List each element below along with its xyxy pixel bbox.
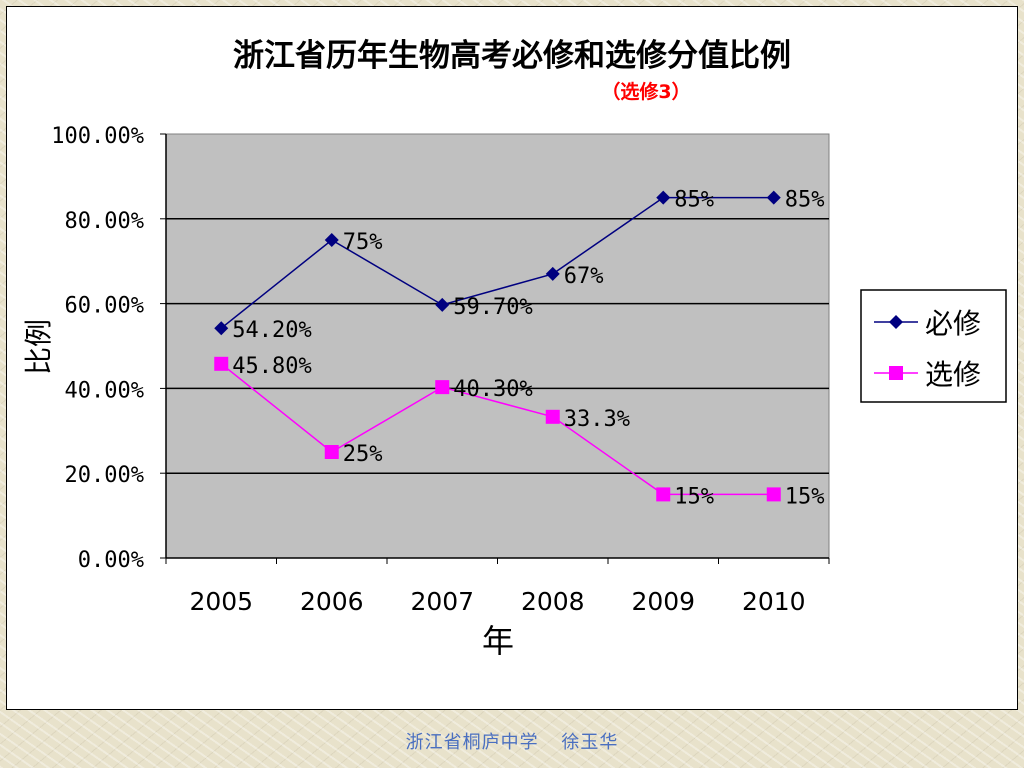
data-point-diamond [324, 233, 339, 247]
subtitle-number: 3 [658, 81, 671, 103]
x-tick-label: 2009 [631, 587, 695, 616]
chart-title: 浙江省历年生物高考必修和选修分值比例 [233, 38, 791, 74]
x-tick-label: 2010 [742, 587, 806, 616]
subtitle-paren-open: （ [601, 80, 620, 103]
legend-marker-square [889, 366, 903, 380]
series-line-1 [220, 363, 774, 496]
data-point-square [656, 487, 671, 502]
y-tick-label: 80.00% [65, 209, 144, 234]
data-point-square [435, 380, 450, 395]
data-point-square [324, 445, 339, 459]
footer: 浙江省桐庐中学 徐玉华 [0, 728, 1024, 754]
data-label: 67% [564, 264, 604, 289]
y-axis-label: 比例 [22, 319, 55, 375]
data-label: 59.70% [453, 295, 532, 320]
data-label: 85% [674, 188, 714, 213]
legend-box [860, 289, 1007, 403]
data-label: 40.30% [453, 377, 532, 402]
y-tick-label: 60.00% [65, 294, 144, 319]
data-label: 85% [785, 188, 825, 213]
legend-label-required: 必修 [925, 307, 981, 340]
data-point-diamond [214, 321, 229, 336]
subtitle-paren-close: ） [672, 80, 691, 103]
x-tick-label: 2008 [521, 587, 585, 616]
data-label: 45.80% [232, 354, 311, 379]
y-tick-label: 40.00% [65, 378, 144, 403]
legend-marker-diamond [889, 315, 903, 329]
data-label: 54.20% [232, 318, 311, 343]
x-tick-label: 2005 [189, 587, 253, 616]
x-axis-label: 年 [482, 622, 514, 660]
footer-school: 浙江省桐庐中学 [405, 732, 539, 753]
data-label: 33.3% [564, 407, 630, 432]
x-tick-label: 2006 [300, 587, 364, 616]
data-label: 15% [785, 484, 825, 509]
data-point-diamond [656, 190, 671, 205]
data-point-diamond [766, 190, 781, 205]
series-line-0 [220, 196, 774, 329]
legend-label-elective: 选修 [925, 358, 981, 391]
data-point-square [766, 487, 781, 502]
data-label: 25% [343, 442, 383, 467]
legend: 必修 选修 [860, 289, 1007, 403]
y-tick-label: 100.00% [51, 124, 144, 149]
data-label: 75% [343, 230, 383, 255]
subtitle-main: 选修 [620, 80, 659, 103]
data-point-square [545, 409, 560, 424]
x-tick-label: 2007 [410, 587, 474, 616]
plot-area: 0.00% 20.00% 40.00% 60.00% 80.00% 100.00% 2005… [51, 124, 830, 616]
chart-subtitle: （选修3） [601, 80, 690, 103]
y-tick-label: 0.00% [78, 548, 144, 573]
plot-background [165, 133, 830, 559]
footer-author: 徐玉华 [561, 732, 619, 753]
y-tick-label: 20.00% [65, 463, 144, 488]
data-point-square [214, 356, 229, 371]
data-label: 15% [674, 484, 714, 509]
data-point-diamond [435, 297, 450, 312]
data-point-diamond [545, 266, 560, 281]
